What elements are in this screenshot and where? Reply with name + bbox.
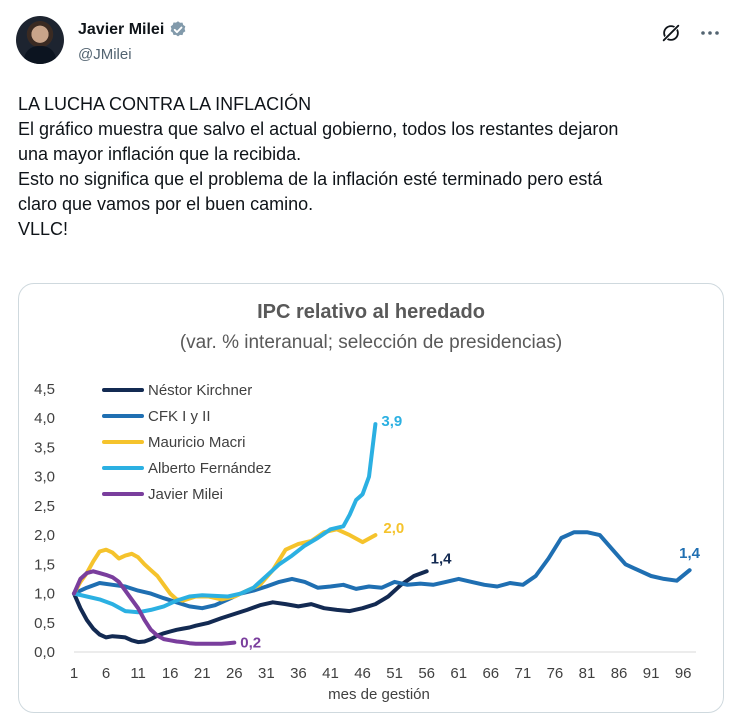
y-tick-label: 1,0: [34, 586, 55, 603]
legend-entry-0: Néstor Kirchner: [148, 382, 252, 399]
x-tick-label: 11: [130, 665, 146, 682]
x-tick-label: 36: [290, 665, 307, 682]
tweet-line: Esto no significa que el problema de la …: [18, 169, 603, 189]
grok-icon[interactable]: [660, 22, 682, 44]
legend-entry-2: Mauricio Macri: [148, 434, 246, 451]
author-display-name[interactable]: Javier Milei: [78, 21, 165, 38]
y-tick-label: 0,5: [34, 615, 55, 632]
tweet-text: LA LUCHA CONTRA LA INFLACIÓN El gráfico …: [18, 92, 728, 242]
tweet-line: VLLC!: [18, 219, 69, 239]
x-tick-label: 66: [482, 665, 499, 682]
series-line-2: [72, 527, 378, 603]
x-tick-label: 86: [611, 665, 628, 682]
series-end-label-4: 0,2: [240, 635, 261, 652]
tweet-line: LA LUCHA CONTRA LA INFLACIÓN: [18, 94, 312, 114]
chart-title: IPC relativo al heredado: [257, 301, 485, 323]
x-tick-label: 41: [322, 665, 339, 682]
x-tick-label: 81: [579, 665, 596, 682]
y-tick-label: 4,5: [34, 381, 55, 398]
y-tick-label: 3,5: [34, 439, 55, 456]
x-tick-label: 31: [258, 665, 275, 682]
tweet-line: El gráfico muestra que salvo el actual g…: [18, 119, 619, 139]
avatar[interactable]: [16, 16, 64, 64]
x-tick-label: 61: [450, 665, 467, 682]
ipc-chart: IPC relativo al heredado (var. % interanu…: [34, 301, 701, 703]
x-tick-label: 26: [226, 665, 243, 682]
x-tick-label: 76: [547, 665, 564, 682]
y-tick-label: 1,5: [34, 556, 55, 573]
more-dots-icon[interactable]: [698, 22, 722, 44]
y-tick-label: 2,0: [34, 527, 55, 544]
x-tick-label: 71: [515, 665, 532, 682]
y-tick-label: 2,5: [34, 498, 55, 515]
legend-entry-1: CFK I y II: [148, 408, 211, 425]
chart-subtitle: (var. % interanual; selección de preside…: [180, 332, 562, 353]
series-end-label-1: 1,4: [679, 545, 701, 562]
verified-badge-icon: [170, 21, 186, 37]
x-tick-label: 6: [102, 665, 110, 682]
series-line-0: [72, 569, 429, 645]
x-tick-label: 51: [386, 665, 403, 682]
series-line-3: [72, 422, 378, 615]
x-tick-label: 56: [418, 665, 435, 682]
author-name-row: Javier Milei: [78, 20, 188, 40]
series-end-label-3: 3,9: [381, 413, 402, 430]
x-tick-label: 91: [643, 665, 660, 682]
x-tick-label: 16: [162, 665, 179, 682]
x-tick-label: 46: [354, 665, 371, 682]
x-tick-label: 1: [70, 665, 78, 682]
legend-entry-4: Javier Milei: [148, 486, 223, 503]
y-tick-label: 0,0: [34, 644, 55, 661]
y-tick-label: 4,0: [34, 410, 55, 427]
tweet-header: Javier Milei @JMilei: [16, 12, 722, 72]
y-tick-label: 3,0: [34, 469, 55, 486]
tweet-line: una mayor inflación que la recibida.: [18, 144, 302, 164]
series-end-label-2: 2,0: [383, 520, 404, 537]
tweet-line: claro que vamos por el buen camino.: [18, 194, 314, 214]
author-handle[interactable]: @JMilei: [78, 46, 132, 63]
series-line-1: [72, 530, 692, 611]
x-tick-label: 96: [675, 665, 692, 682]
chart-image[interactable]: IPC relativo al heredado (var. % interanu…: [18, 283, 724, 713]
x-tick-label: 21: [194, 665, 211, 682]
x-axis-label: mes de gestión: [328, 686, 430, 703]
series-end-label-0: 1,4: [431, 550, 453, 567]
series-line-4: [72, 569, 237, 646]
legend-entry-3: Alberto Fernández: [148, 460, 271, 477]
